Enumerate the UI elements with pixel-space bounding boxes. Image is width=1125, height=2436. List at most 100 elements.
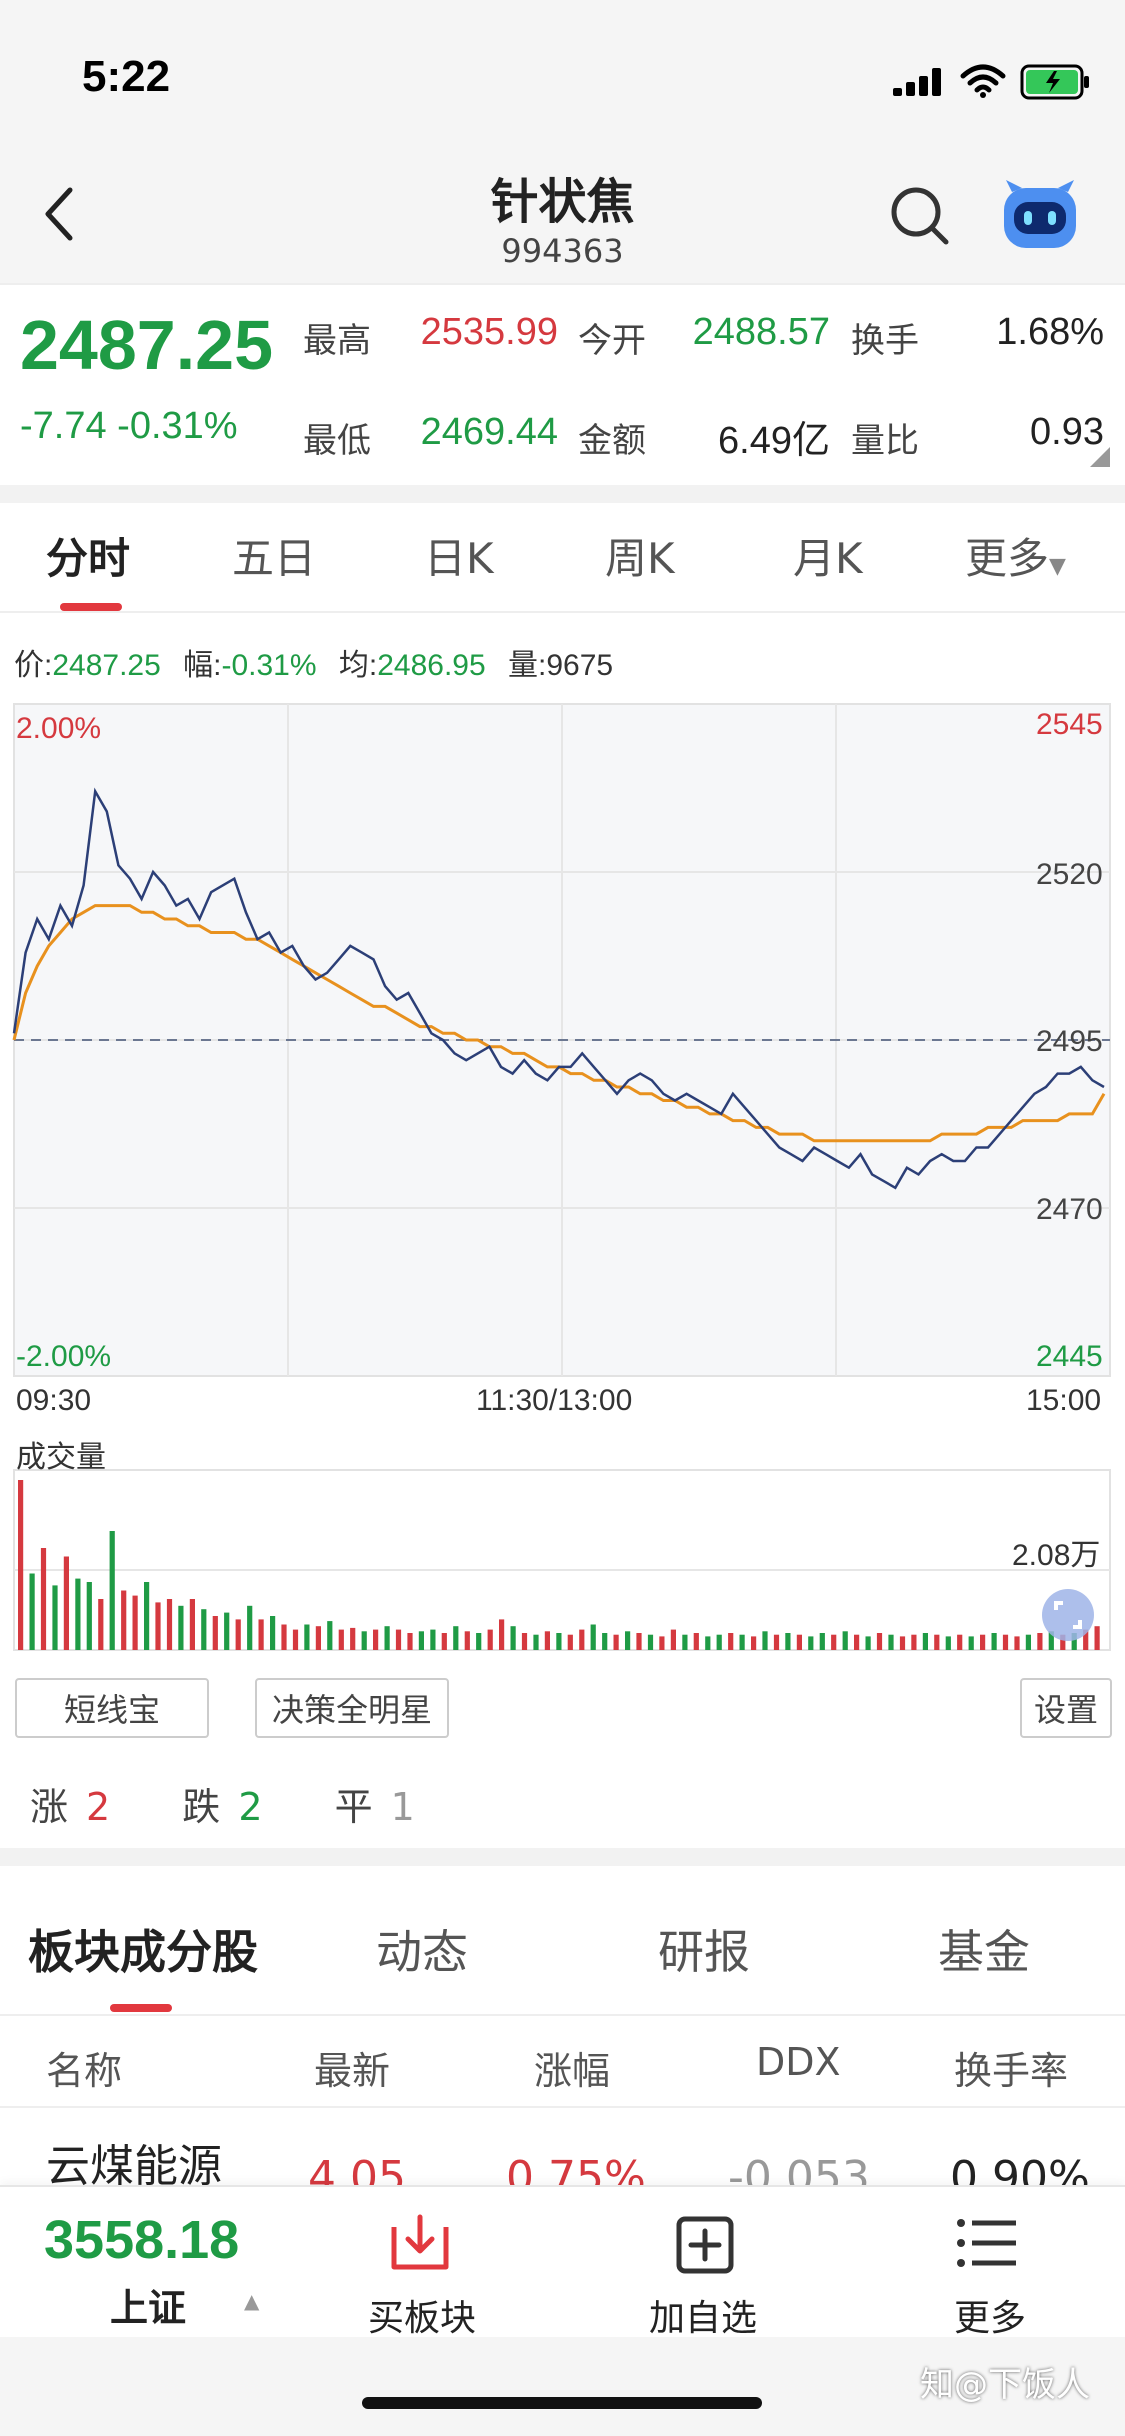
flat-label: 平	[334, 1785, 373, 1829]
watermark-text: 知@下饭人	[920, 2365, 1090, 2405]
volume-bar	[270, 1616, 276, 1650]
table-row[interactable]: 云煤能源 4.05 0.75% -0.053 0.90%	[0, 2108, 1125, 2188]
tab-more[interactable]: 更多▼	[965, 525, 1066, 586]
volume-bar	[613, 1634, 619, 1650]
volume-bar	[178, 1605, 184, 1650]
volume-bar	[476, 1633, 482, 1650]
back-arrow-icon[interactable]	[40, 184, 80, 244]
volume-bar	[876, 1633, 883, 1650]
volume-bar	[647, 1634, 654, 1650]
add-square-icon	[676, 2216, 734, 2274]
volume-bar	[1014, 1636, 1020, 1650]
tab-funds[interactable]: 基金	[938, 1925, 1030, 1979]
tab-monthly-k[interactable]: 月K	[793, 534, 863, 583]
add-watchlist-button[interactable]: 加自选	[625, 2187, 785, 2339]
volume-bar	[1083, 1629, 1089, 1650]
price-change: -7.74 -0.31%	[20, 405, 238, 447]
status-bar: 5:22	[0, 0, 1125, 140]
volume-bar	[693, 1633, 699, 1650]
volume-bar	[625, 1631, 631, 1650]
volume-bar	[579, 1629, 585, 1650]
volume-bar	[327, 1621, 333, 1650]
volume-bar	[201, 1609, 207, 1650]
volume-bar	[384, 1626, 390, 1650]
amount-value: 6.49亿	[718, 420, 830, 462]
volume-bar	[430, 1629, 436, 1650]
tab-daily-k[interactable]: 日K	[424, 534, 494, 583]
intraday-chart[interactable]	[0, 690, 1125, 1670]
current-price: 2487.25	[20, 306, 274, 384]
column-header-name[interactable]: 名称	[46, 2049, 123, 2093]
volume-bar	[292, 1629, 299, 1650]
volume-bar	[338, 1629, 344, 1650]
volume-bar	[487, 1629, 493, 1650]
volume-bar	[888, 1634, 894, 1650]
column-header-change[interactable]: 涨幅	[534, 2049, 611, 2093]
index-name: 上证	[110, 2286, 187, 2330]
volume-bar	[854, 1634, 860, 1650]
open-label: 今开	[578, 321, 646, 361]
decision-star-button[interactable]: 决策全明星	[255, 1678, 449, 1738]
battery-icon	[1020, 64, 1089, 100]
home-area: 知@下饭人	[0, 2337, 1125, 2436]
x-tick-label: 15:00	[1026, 1384, 1102, 1417]
more-label: 更多	[954, 2298, 1027, 2339]
volume-label: 成交量	[16, 1441, 106, 1474]
quote-panel: 2487.25 -7.74 -0.31% 最高 2535.99 今开 2488.…	[0, 285, 1125, 485]
volume-bar	[29, 1573, 35, 1650]
volume-bar	[499, 1619, 505, 1650]
bottom-toolbar: 3558.18 上证 ▲ 买板块 加自选 更多	[0, 2185, 1125, 2339]
index-ticker[interactable]: 3558.18 上证 ▲	[0, 2187, 290, 2337]
fullscreen-button[interactable]	[1042, 1589, 1094, 1641]
volume-bar	[155, 1602, 161, 1650]
volume-bar	[510, 1626, 516, 1650]
volume-bar	[98, 1599, 104, 1650]
volume-plot-area	[13, 1469, 1111, 1651]
robot-assistant-icon[interactable]	[998, 178, 1082, 254]
buy-sector-label: 买板块	[368, 2298, 477, 2339]
volume-bar	[418, 1631, 424, 1650]
download-tray-icon	[391, 2214, 449, 2270]
volume-bar	[945, 1636, 951, 1650]
tab-intraday[interactable]: 分时	[46, 534, 131, 583]
up-label: 涨	[30, 1785, 69, 1829]
home-indicator[interactable]	[362, 2397, 762, 2409]
info-price-label: 价:	[14, 649, 53, 682]
volume-bar	[373, 1629, 379, 1650]
tab-news[interactable]: 动态	[376, 1925, 468, 1979]
volume-bar	[1002, 1634, 1009, 1650]
volume-bar	[86, 1582, 92, 1650]
volume-bar	[957, 1634, 963, 1650]
volume-bar	[728, 1633, 734, 1650]
y-left-top-label: 2.00%	[16, 712, 102, 745]
settings-button[interactable]: 设置	[1020, 1678, 1112, 1738]
corner-expand-icon[interactable]	[1090, 447, 1110, 467]
search-icon[interactable]	[888, 184, 952, 248]
short-term-button[interactable]: 短线宝	[15, 1678, 209, 1738]
tab-five-day[interactable]: 五日	[232, 534, 317, 583]
volume-bar	[911, 1634, 917, 1650]
page-title: 针状焦	[490, 174, 635, 230]
column-header-latest[interactable]: 最新	[314, 2049, 391, 2093]
tab-constituents[interactable]: 板块成分股	[28, 1925, 258, 1979]
x-tick-label: 09:30	[16, 1384, 92, 1417]
buy-sector-button[interactable]: 买板块	[340, 2187, 500, 2339]
tab-research[interactable]: 研报	[658, 1925, 750, 1979]
volume-bar	[1071, 1633, 1077, 1650]
volume-bar	[350, 1627, 356, 1650]
expand-up-icon: ▲	[244, 2289, 260, 2313]
volume-bar	[121, 1590, 127, 1650]
column-header-turnover[interactable]: 换手率	[954, 2049, 1069, 2093]
volume-bar	[361, 1631, 367, 1650]
row-change: 0.75%	[506, 2152, 646, 2188]
column-header-ddx[interactable]: DDX	[756, 2040, 841, 2084]
more-button[interactable]: 更多	[920, 2187, 1060, 2339]
volume-bar	[258, 1619, 264, 1650]
down-label: 跌	[182, 1785, 221, 1829]
y-tick-label: 2445	[1036, 1340, 1103, 1373]
volume-bar	[235, 1619, 241, 1650]
volume-bar	[659, 1636, 665, 1650]
volume-bar	[590, 1624, 596, 1650]
tab-weekly-k[interactable]: 周K	[605, 534, 675, 583]
volume-bar	[212, 1616, 218, 1650]
